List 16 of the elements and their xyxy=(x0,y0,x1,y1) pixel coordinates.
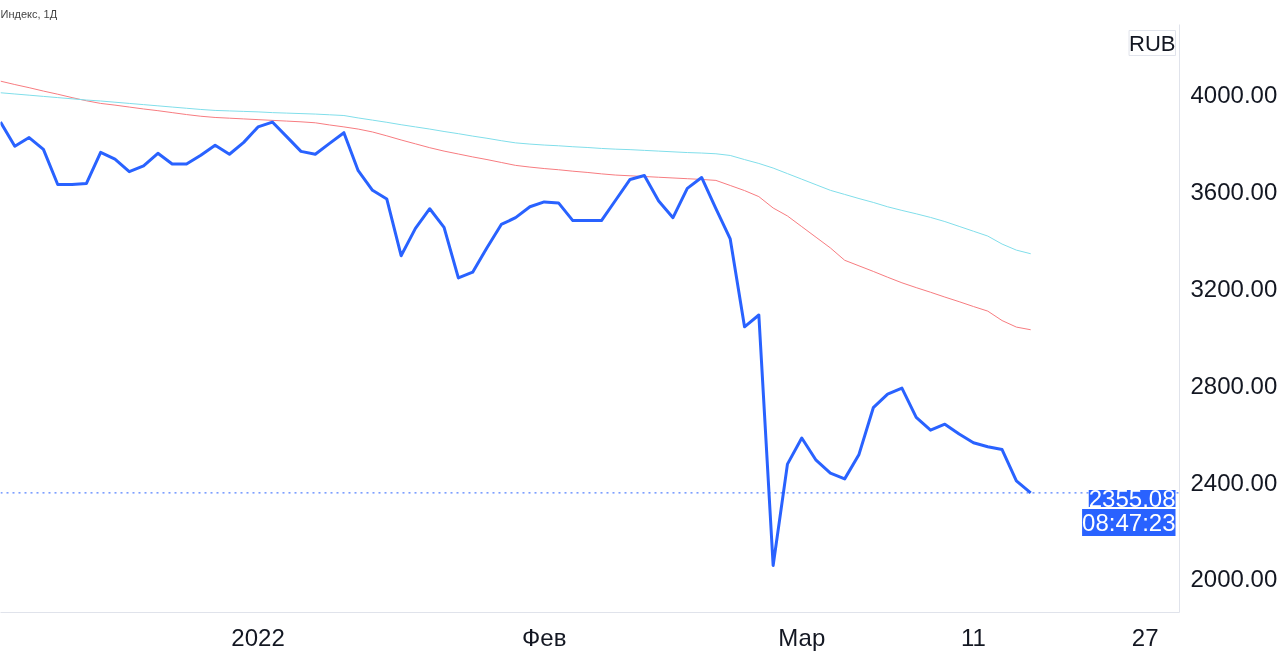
chart-title: Индекс, 1Д xyxy=(0,7,58,20)
line-series xyxy=(0,80,1032,331)
annotation: 08:47:23 xyxy=(1082,508,1176,536)
y-tick-label: 2400.00 xyxy=(1190,468,1278,496)
line-series xyxy=(0,92,1032,255)
y-tick-label: 3200.00 xyxy=(1190,274,1278,302)
x-tick-label: Фев xyxy=(522,623,567,651)
y-tick-label: 2800.00 xyxy=(1190,371,1278,399)
x-tick-label: Мар xyxy=(778,623,826,651)
x-tick-label: 11 xyxy=(961,623,986,651)
x-tick-label: 2022 xyxy=(231,623,285,651)
y-tick-label: 3600.00 xyxy=(1190,178,1278,206)
x-tick-label: 27 xyxy=(1131,623,1159,651)
y-tick-label: 4000.00 xyxy=(1190,81,1278,109)
y-axis-title: RUB xyxy=(1129,30,1176,56)
y-tick-label: 2000.00 xyxy=(1190,565,1278,593)
